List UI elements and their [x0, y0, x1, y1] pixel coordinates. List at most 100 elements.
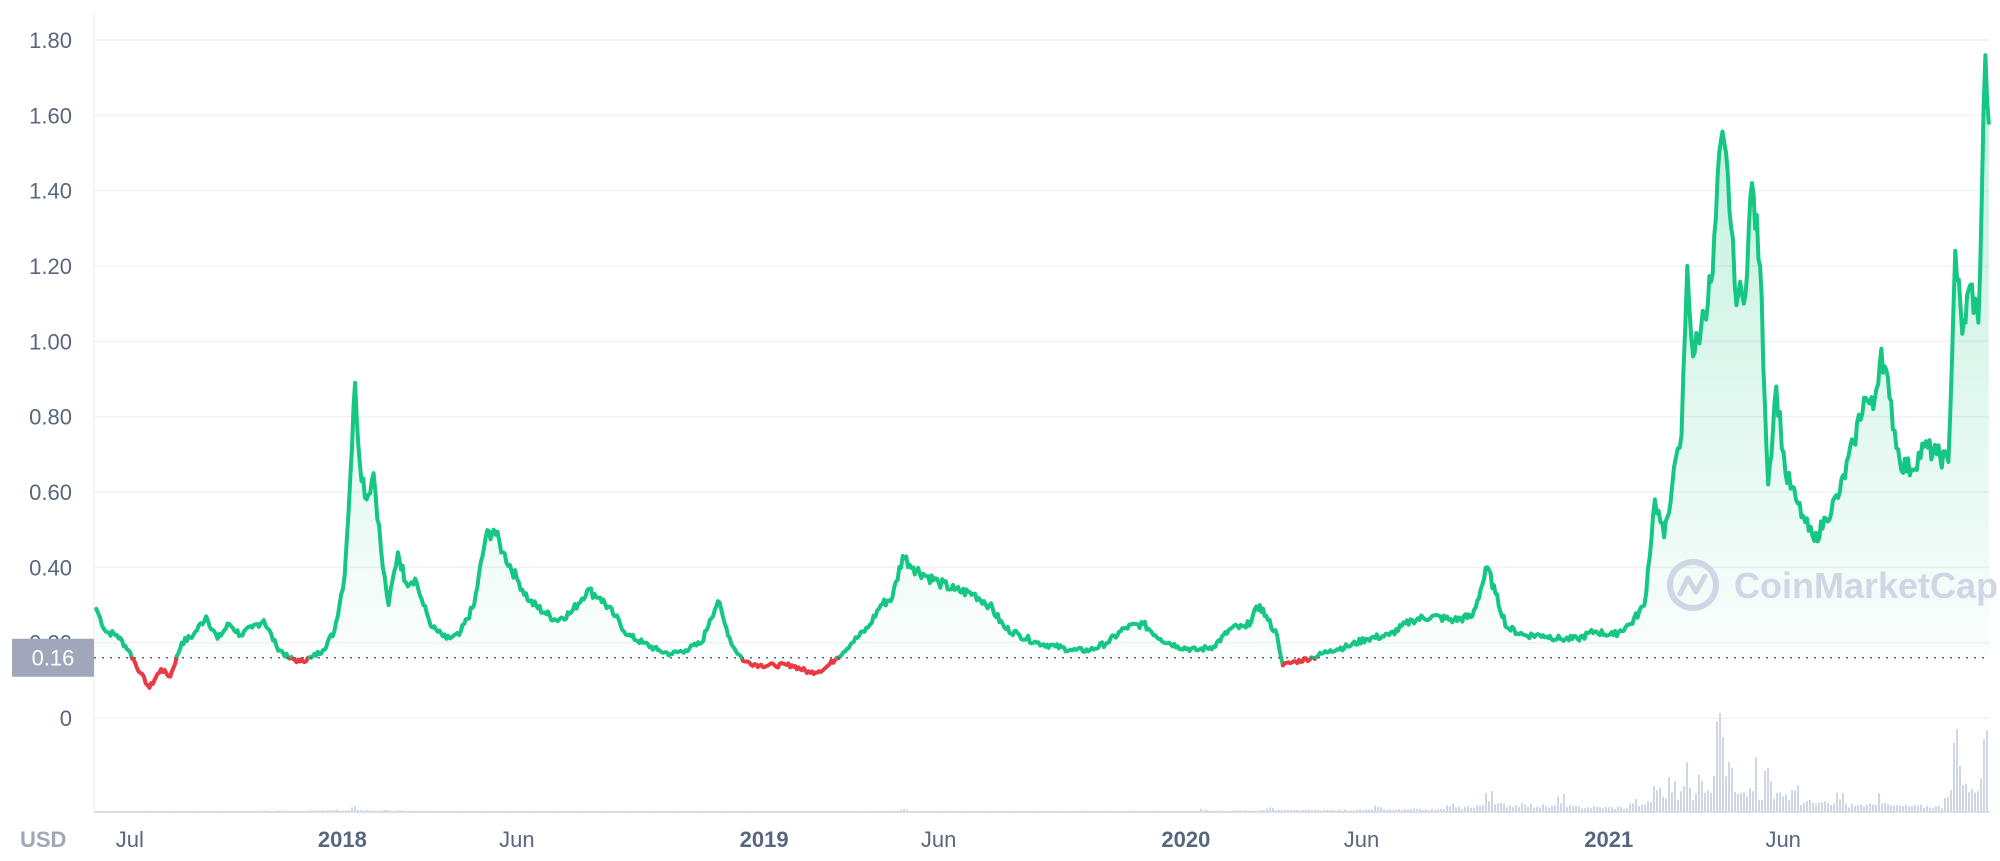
x-tick-label: Jun — [921, 827, 956, 852]
volume-bar — [168, 811, 170, 812]
volume-bar — [1116, 810, 1118, 812]
volume-bar — [1773, 798, 1775, 812]
volume-bar — [156, 811, 158, 812]
volume-bar — [444, 810, 446, 812]
volume-bar — [1188, 810, 1190, 812]
volume-bar — [852, 810, 854, 812]
volume-bar — [1827, 802, 1829, 812]
volume-bar — [630, 811, 632, 812]
volume-bar — [702, 811, 704, 812]
volume-bar — [1626, 808, 1628, 812]
volume-bar — [1068, 810, 1070, 812]
volume-bar — [798, 810, 800, 812]
volume-bar — [1581, 808, 1583, 812]
volume-bar — [1578, 806, 1580, 812]
volume-bar — [855, 810, 857, 812]
volume-bar — [456, 811, 458, 812]
volume-bar — [117, 811, 119, 812]
volume-bar — [1140, 811, 1142, 812]
volume-bar — [1479, 805, 1481, 812]
volume-bar — [1380, 807, 1382, 812]
volume-bar — [267, 810, 269, 812]
volume-bar — [1779, 792, 1781, 812]
volume-bar — [1674, 781, 1676, 812]
y-tick-label: 1.20 — [29, 254, 72, 279]
volume-bar — [231, 811, 233, 812]
volume-bar — [147, 810, 149, 812]
volume-bar — [447, 810, 449, 812]
volume-bar — [300, 810, 302, 812]
volume-bar — [1788, 800, 1790, 812]
volume-bar — [129, 810, 131, 812]
volume-bar — [801, 811, 803, 812]
volume-bar — [777, 811, 779, 812]
current-price-label: 0.16 — [12, 638, 94, 677]
volume-bar — [1317, 809, 1319, 812]
volume-bar — [753, 811, 755, 812]
volume-bar — [1263, 810, 1265, 812]
volume-bar — [1671, 792, 1673, 812]
volume-bar — [372, 810, 374, 812]
volume-bar — [1782, 796, 1784, 812]
price-line-up — [1314, 53, 1991, 660]
volume-bar — [1203, 810, 1205, 812]
volume-bar — [1209, 811, 1211, 812]
volume-bar — [687, 811, 689, 812]
price-line-up — [307, 380, 745, 663]
volume-bar — [468, 811, 470, 812]
volume-bar — [675, 811, 677, 812]
volume-bar — [1686, 761, 1688, 812]
volume-bar — [1608, 807, 1610, 812]
volume-bar — [339, 810, 341, 812]
volume-bar — [1698, 774, 1700, 812]
volume-bar — [612, 811, 614, 812]
volume-bar — [732, 811, 734, 812]
volume-bar — [1587, 807, 1589, 812]
volume-bar — [1656, 790, 1658, 812]
volume-bar — [1236, 810, 1238, 812]
volume-bar — [1971, 789, 1973, 812]
volume-bar — [1917, 805, 1919, 812]
volume-bar — [1275, 810, 1277, 812]
volume-bar — [879, 811, 881, 812]
volume-bar — [1002, 811, 1004, 812]
volume-bar — [213, 811, 215, 812]
volume-bar — [813, 810, 815, 812]
volume-bar — [1056, 811, 1058, 812]
volume-bar — [1329, 809, 1331, 812]
volume-bar — [303, 811, 305, 812]
volume-bar — [177, 811, 179, 812]
volume-bar — [1914, 804, 1916, 812]
volume-bar — [729, 811, 731, 812]
volume-bar — [312, 810, 314, 812]
volume-bar — [333, 810, 335, 812]
volume-bar — [876, 811, 878, 812]
volume-bar — [258, 810, 260, 812]
volume-bar — [1851, 804, 1853, 812]
volume-bar — [576, 811, 578, 812]
y-tick-label: 1.60 — [29, 103, 72, 128]
volume-bar — [822, 811, 824, 812]
volume-bar — [1518, 807, 1520, 812]
volume-bar — [564, 811, 566, 812]
volume-bar — [222, 811, 224, 812]
volume-bar — [1119, 810, 1121, 812]
volume-bar — [927, 811, 929, 812]
volume-bar — [624, 811, 626, 812]
volume-bar — [1242, 810, 1244, 812]
volume-bar — [645, 811, 647, 812]
volume-bar — [804, 811, 806, 812]
volume-bar — [681, 811, 683, 812]
volume-bar — [1245, 810, 1247, 812]
volume-bar — [1458, 806, 1460, 812]
volume-bar — [1239, 810, 1241, 812]
volume-bar — [384, 810, 386, 812]
volume-bar — [987, 811, 989, 812]
volume-bar — [1611, 806, 1613, 812]
volume-bar — [786, 811, 788, 812]
volume-bar — [1374, 805, 1376, 812]
volume-bar — [1932, 808, 1934, 812]
price-line-down — [740, 655, 839, 677]
